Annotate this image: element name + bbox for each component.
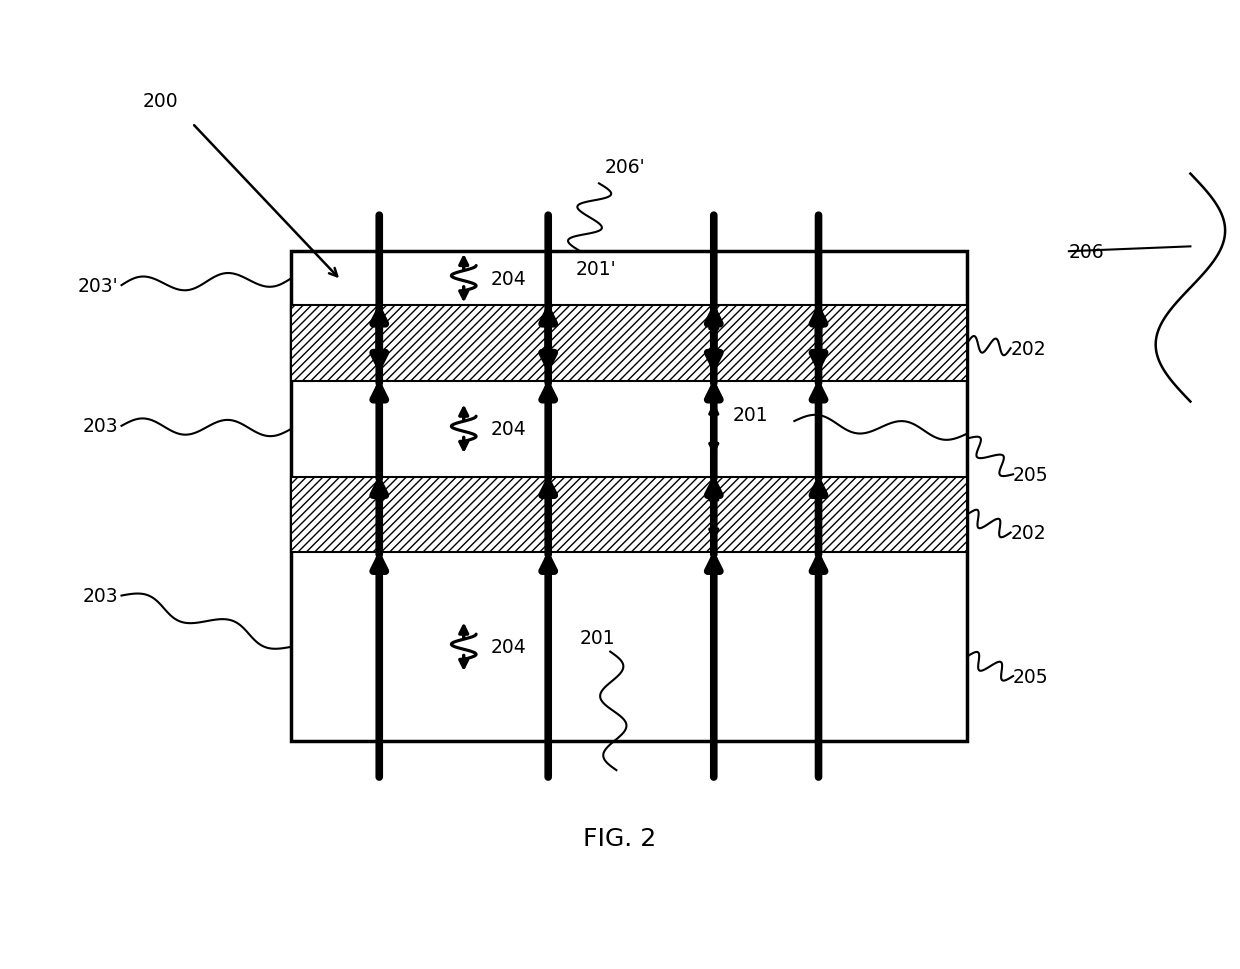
- Text: 204: 204: [491, 638, 527, 657]
- Text: 205: 205: [1013, 465, 1049, 484]
- Text: 200: 200: [143, 92, 179, 111]
- Bar: [291, 477, 967, 553]
- Text: 204: 204: [491, 269, 527, 289]
- Text: 203': 203': [77, 276, 118, 296]
- Text: FIG. 2: FIG. 2: [583, 827, 657, 850]
- Text: 202: 202: [1011, 339, 1047, 359]
- Text: 206: 206: [1069, 242, 1105, 262]
- Text: 201: 201: [579, 628, 615, 647]
- Bar: [291, 306, 967, 382]
- Text: 202: 202: [1011, 523, 1047, 543]
- Text: 205: 205: [1013, 667, 1049, 686]
- Bar: [291, 252, 967, 741]
- Text: 203: 203: [82, 586, 118, 606]
- Text: 201': 201': [575, 260, 616, 279]
- Text: 206': 206': [605, 157, 646, 176]
- Text: 204: 204: [491, 420, 527, 439]
- Text: 203: 203: [82, 417, 118, 436]
- Text: 201: 201: [733, 405, 768, 424]
